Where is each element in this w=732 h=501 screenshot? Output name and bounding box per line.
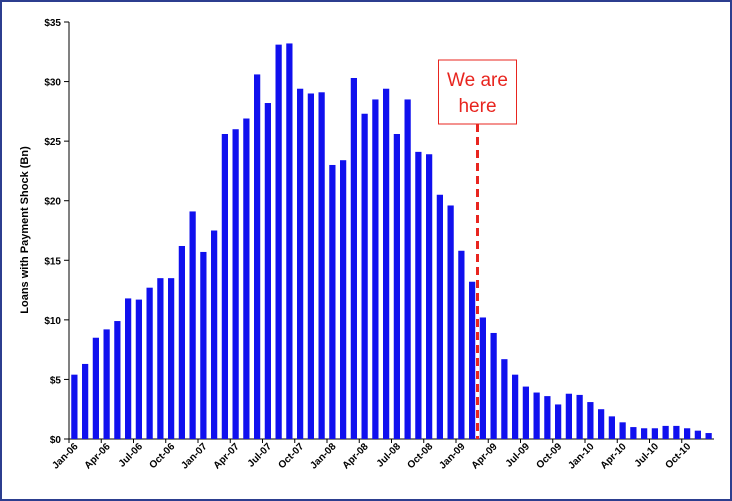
bar [243, 118, 250, 440]
bar [555, 404, 562, 439]
bar [641, 428, 648, 439]
bar [705, 433, 712, 439]
y-tick-label: $15 [44, 256, 61, 267]
bar [501, 359, 508, 439]
x-tick-label: Jul-08 [375, 441, 404, 470]
bar [168, 278, 175, 439]
bar [103, 329, 110, 439]
bar [673, 425, 680, 439]
bar [383, 88, 390, 439]
x-tick-label: Jan-08 [308, 441, 338, 471]
bar [576, 394, 583, 439]
x-tick-label: Oct-08 [405, 441, 435, 471]
bar [512, 374, 519, 439]
bar [522, 386, 529, 439]
bar [587, 402, 594, 439]
marker-label-line-2: here [458, 96, 496, 117]
y-tick-label: $0 [50, 435, 62, 446]
bar [533, 392, 540, 439]
marker-label-line-1: We are [447, 70, 508, 91]
bar [651, 428, 658, 439]
bar [329, 164, 336, 439]
bar [264, 103, 271, 439]
bar [200, 251, 207, 439]
bar [684, 428, 691, 439]
x-tick-label: Jan-10 [566, 441, 596, 471]
x-tick-label: Apr-08 [341, 441, 371, 471]
x-axis: Jan-06 Apr-06 Jul-06 Oct-06 Jan-07 Apr-07 Jul-… [50, 438, 714, 472]
bar [82, 363, 89, 439]
bar [307, 93, 314, 439]
x-tick-label: Apr-07 [212, 441, 242, 471]
bar [340, 160, 347, 439]
x-tick-label: Oct-06 [147, 441, 177, 471]
bar [479, 317, 486, 439]
bar [92, 337, 99, 439]
y-axis: $0 $5 $10 $15 $20 $25 $30 $35 [44, 18, 70, 446]
bar [469, 281, 476, 439]
bar [436, 194, 443, 439]
bar [114, 321, 121, 439]
bar [361, 113, 368, 440]
bar [286, 43, 293, 440]
bar [297, 88, 304, 439]
bar [157, 278, 164, 439]
bar [275, 44, 282, 439]
bar [318, 92, 325, 440]
x-tick-label: Jan-07 [179, 441, 209, 471]
x-tick-label: Apr-10 [599, 441, 629, 471]
bar [372, 99, 379, 439]
bar [458, 250, 465, 439]
bar [490, 332, 497, 439]
current-position-marker: We are here [438, 59, 517, 439]
bar [254, 74, 261, 440]
bar [178, 245, 185, 439]
bar [544, 396, 551, 439]
x-tick-label: Oct-10 [663, 441, 693, 471]
bar [608, 416, 615, 439]
bar [404, 99, 411, 439]
x-tick-label: Jul-07 [246, 441, 275, 470]
x-tick-label: Jul-10 [633, 441, 662, 470]
y-tick-label: $10 [44, 316, 61, 327]
bar [662, 425, 669, 439]
bar [694, 430, 701, 439]
x-tick-label: Jul-09 [504, 441, 533, 470]
x-tick-label: Oct-09 [534, 441, 564, 471]
bar [415, 151, 422, 439]
x-tick-label: Oct-07 [276, 441, 306, 471]
y-tick-label: $20 [44, 197, 61, 208]
bar [447, 205, 454, 439]
bar [565, 393, 572, 439]
bar [350, 77, 357, 440]
y-tick-label: $25 [44, 137, 61, 148]
bar [211, 230, 218, 439]
bar [619, 422, 626, 439]
x-tick-label: Jan-09 [437, 441, 467, 471]
bar [426, 154, 433, 439]
marker-callout-box [438, 59, 517, 125]
x-tick-label: Apr-09 [470, 441, 500, 471]
bar [232, 129, 239, 439]
bar [221, 133, 228, 439]
y-tick-label: $5 [50, 375, 62, 386]
bar [125, 298, 132, 439]
bar [393, 133, 400, 439]
bar [598, 409, 605, 439]
bars [71, 43, 712, 440]
y-axis-title: Loans with Payment Shock (Bn) [19, 146, 31, 314]
x-tick-label: Apr-06 [83, 441, 113, 471]
bar [135, 299, 142, 439]
bar [189, 211, 196, 439]
bar [630, 427, 637, 439]
y-tick-label: $35 [44, 18, 61, 29]
x-tick-label: Jul-06 [117, 441, 146, 470]
y-tick-label: $30 [44, 78, 61, 89]
bar [146, 287, 153, 439]
bar [71, 374, 78, 439]
